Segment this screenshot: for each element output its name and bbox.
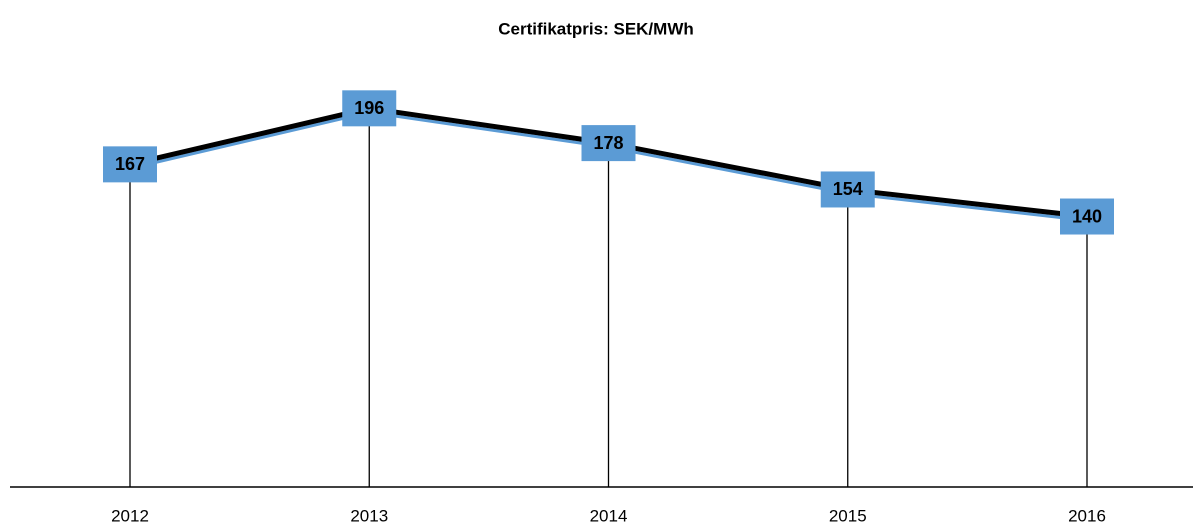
data-label: 154 <box>833 179 863 199</box>
data-label-box <box>103 146 157 183</box>
data-label-box <box>581 125 636 162</box>
chart-title: Certifikatpris: SEK/MWh <box>498 19 694 38</box>
x-tick-label: 2012 <box>111 506 149 525</box>
data-label-box <box>1060 198 1114 235</box>
x-tick-label: 2016 <box>1068 506 1106 525</box>
data-label: 140 <box>1072 206 1102 226</box>
data-label: 178 <box>593 133 623 153</box>
x-tick-label: 2013 <box>350 506 388 525</box>
data-label-box <box>820 171 875 208</box>
data-label: 196 <box>354 98 384 118</box>
x-tick-label: 2015 <box>829 506 867 525</box>
x-tick-label: 2014 <box>590 506 628 525</box>
data-label: 167 <box>115 154 145 174</box>
data-label-box <box>342 90 397 127</box>
